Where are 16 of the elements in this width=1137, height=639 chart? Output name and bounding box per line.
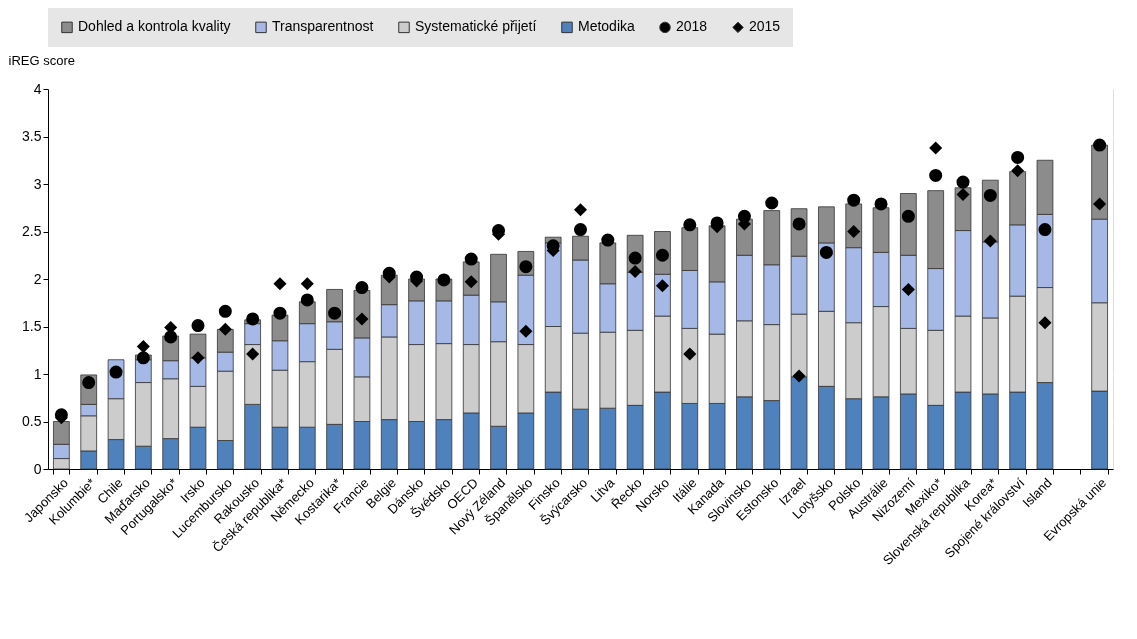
- legend-label: 2018: [676, 18, 708, 35]
- y-tick-label: 4: [33, 80, 42, 97]
- y-tick-label: 0.5: [22, 413, 42, 429]
- y-tick-label: 2: [33, 270, 42, 287]
- y-tick-label: 1: [33, 365, 42, 382]
- y-tick-label: 0: [33, 460, 42, 477]
- legend-label: Transparentnost: [272, 18, 374, 35]
- y-tick-label: 3.5: [22, 128, 42, 144]
- y-tick-label: 1.5: [22, 318, 42, 334]
- y-tick-label: 2.5: [22, 223, 42, 239]
- y-tick-label: 3: [33, 175, 42, 192]
- legend-label: Systematické přijetí: [415, 18, 537, 35]
- legend-label: 2015: [749, 18, 781, 35]
- legend-label: Dohled a kontrola kvality: [78, 18, 231, 35]
- legend-label: Metodika: [578, 18, 636, 35]
- y-axis-title: iREG score: [8, 52, 75, 68]
